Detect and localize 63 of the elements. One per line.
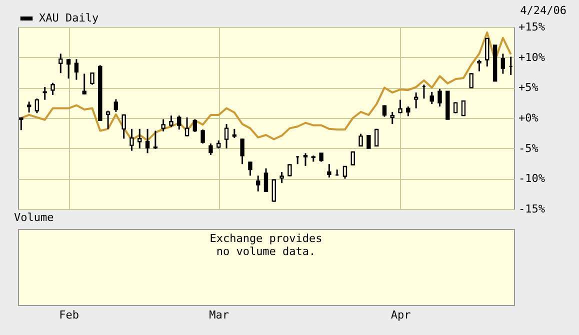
text: Exchange provides no volume data.	[210, 232, 322, 258]
y-tick-label: +0%	[518, 112, 539, 124]
candlestick	[169, 114, 174, 128]
candlestick	[469, 72, 474, 88]
candlestick	[177, 114, 182, 130]
candlestick	[200, 128, 205, 144]
candlestick	[130, 128, 134, 152]
text: 4/24/06	[520, 4, 566, 17]
candlestick	[208, 142, 213, 156]
candlestick	[461, 100, 466, 116]
candlestick	[358, 133, 363, 147]
candlestick	[390, 111, 394, 125]
candlestick	[114, 98, 118, 113]
candlestick	[34, 98, 40, 114]
candlestick	[248, 160, 252, 176]
candlestick	[366, 134, 371, 149]
candlestick	[374, 128, 379, 147]
candlestick	[500, 52, 506, 74]
candlestick	[58, 52, 63, 74]
candlestick	[477, 59, 482, 72]
candlestick	[82, 72, 86, 96]
candlestick	[145, 128, 150, 154]
candlestick	[192, 118, 198, 133]
y-tick-label: -5%	[518, 142, 539, 155]
candlestick	[240, 138, 244, 165]
candlestick	[438, 88, 442, 108]
y-tick-label: +5%	[518, 81, 539, 94]
candlestick	[303, 152, 308, 167]
category-label: Apr	[390, 308, 411, 322]
category-label: Mar	[209, 308, 230, 322]
candlestick	[66, 58, 71, 80]
candlestick	[342, 166, 348, 180]
legend-label: XAU Daily	[39, 12, 99, 24]
candlestick	[430, 91, 434, 105]
candlestick	[122, 114, 126, 140]
candlestick	[153, 130, 158, 150]
candlestick	[280, 171, 284, 184]
y-tick-label: +15%	[518, 20, 546, 34]
candlestick	[42, 86, 47, 101]
candlestick	[327, 163, 332, 178]
candlestick	[26, 100, 32, 114]
candlestick	[74, 58, 79, 81]
candlestick	[90, 72, 94, 86]
candlestick	[414, 92, 418, 110]
text: Volume	[14, 211, 54, 224]
candlestick	[485, 38, 490, 68]
candlestick	[224, 123, 229, 150]
candlestick	[232, 128, 237, 139]
y-tick-label: -15%	[518, 202, 546, 216]
candlestick	[288, 163, 292, 177]
y-tick-label: +10%	[518, 50, 546, 64]
candlestick	[184, 116, 190, 137]
category-label: Feb	[59, 308, 79, 322]
candlestick	[161, 118, 166, 132]
candlestick	[398, 99, 402, 114]
candlestick	[50, 82, 55, 96]
candlestick	[106, 110, 110, 130]
candlestick	[138, 128, 142, 150]
y-tick-label: -10%	[518, 172, 546, 186]
candlestick	[264, 168, 268, 192]
candlestick	[350, 150, 355, 166]
candlestick	[406, 106, 410, 117]
candlestick	[256, 174, 260, 192]
